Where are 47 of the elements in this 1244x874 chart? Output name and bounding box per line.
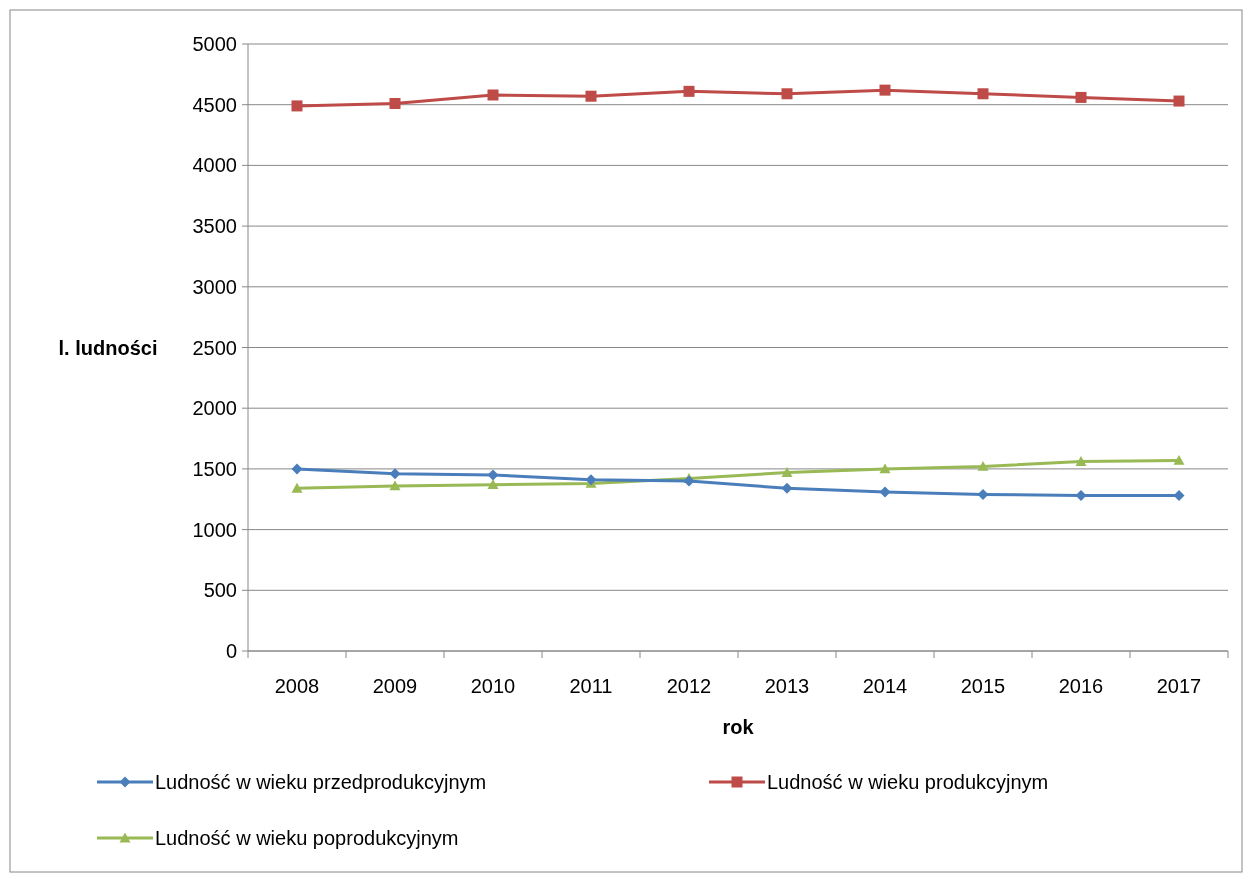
point — [781, 467, 793, 477]
point — [487, 89, 499, 101]
legend-label: Ludność w wieku przedprodukcyjnym — [155, 771, 487, 793]
point — [487, 469, 499, 481]
y-tick-label: 2500 — [192, 336, 237, 359]
point — [487, 479, 499, 490]
point — [977, 88, 989, 100]
point — [879, 84, 891, 96]
point — [683, 85, 695, 97]
y-axis-title: l. ludności — [58, 337, 158, 359]
point — [291, 463, 303, 475]
legend-label: Ludność w wieku produkcyjnym — [767, 771, 1049, 793]
point — [389, 97, 401, 109]
x-tick-label: 2011 — [569, 675, 613, 697]
x-tick-label: 2015 — [960, 675, 1006, 697]
y-tick-label: 3000 — [192, 275, 237, 298]
y-tick-label: 4500 — [192, 93, 237, 116]
point — [879, 486, 891, 498]
point — [585, 90, 597, 102]
point — [1173, 454, 1185, 465]
y-tick-label: 2000 — [192, 397, 237, 420]
point — [1075, 456, 1087, 467]
y-tick-label: 0 — [225, 640, 237, 662]
x-tick-label: 2014 — [862, 675, 908, 697]
point — [291, 482, 303, 493]
x-tick-label: 2016 — [1058, 675, 1104, 697]
y-tick-label: 3500 — [192, 215, 237, 238]
x-tick-label: 2008 — [274, 675, 320, 697]
y-tick-label: 5000 — [192, 33, 237, 55]
x-tick-label: 2009 — [372, 675, 418, 697]
y-tick-label: 500 — [203, 579, 237, 602]
point — [1075, 91, 1087, 103]
y-tick-label: 4000 — [192, 154, 237, 177]
x-tick-label: 2012 — [666, 675, 712, 697]
legend-label: Ludność w wieku poprodukcyjnym — [155, 827, 459, 849]
point — [1173, 95, 1185, 107]
point — [879, 463, 891, 474]
x-axis-title: rok — [722, 716, 755, 738]
point — [781, 88, 793, 100]
point — [291, 100, 303, 112]
point — [977, 460, 989, 471]
y-tick-label: 1000 — [192, 518, 237, 541]
x-tick-label: 2017 — [1156, 675, 1202, 697]
x-tick-label: 2013 — [764, 675, 810, 697]
x-tick-label: 2010 — [470, 675, 516, 697]
point — [389, 480, 401, 491]
y-tick-label: 1500 — [192, 457, 237, 480]
